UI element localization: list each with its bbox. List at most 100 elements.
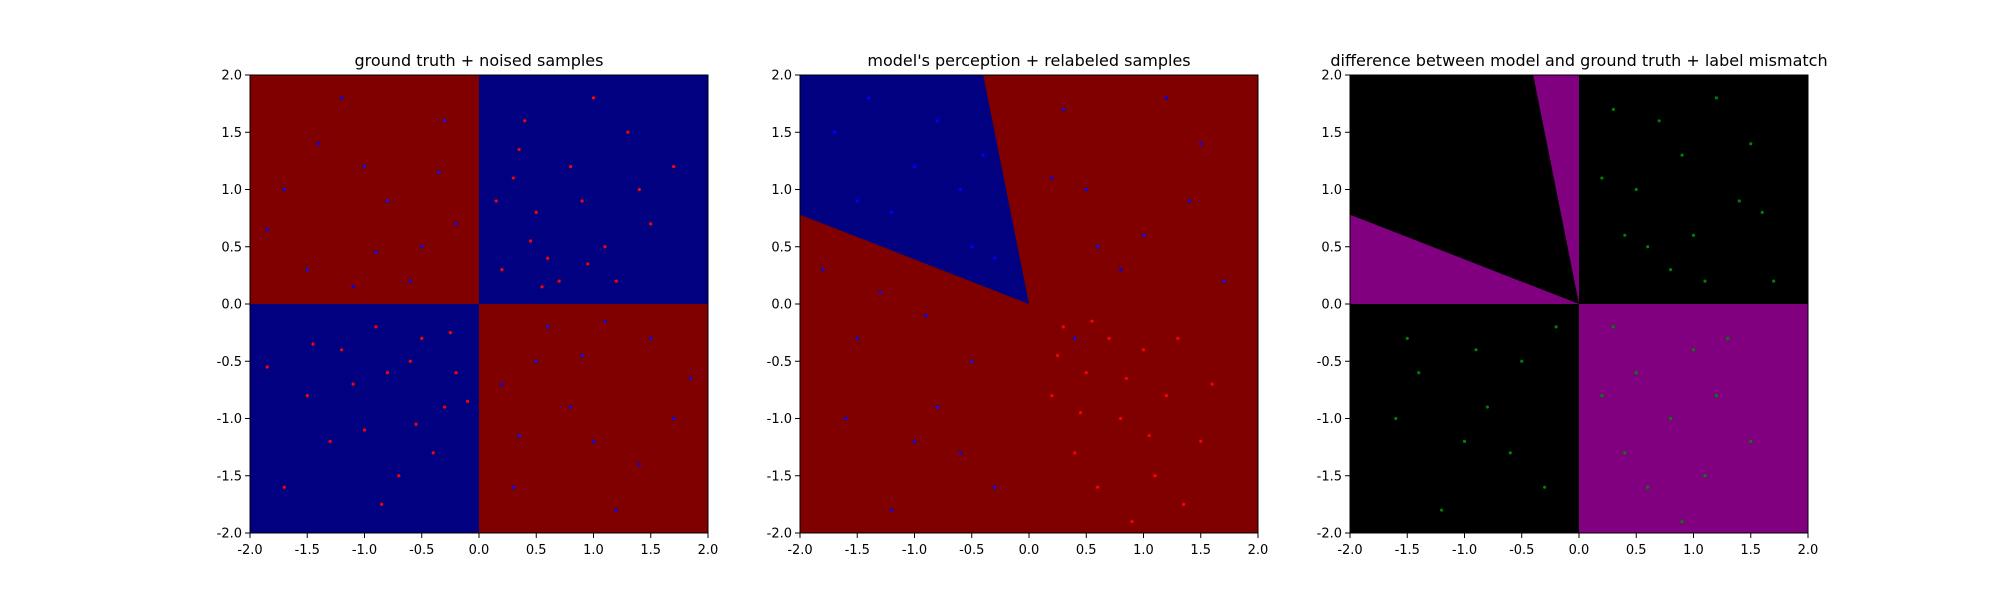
x-tick-label: 2.0 — [698, 543, 719, 558]
data-point — [672, 416, 676, 421]
y-tick-label: -0.5 — [1317, 355, 1342, 370]
data-point — [540, 285, 544, 289]
x-tick-label: 2.0 — [1248, 543, 1269, 558]
data-point — [912, 439, 917, 443]
data-point — [1554, 325, 1558, 329]
data-point — [1772, 279, 1776, 283]
data-point — [1714, 96, 1718, 100]
data-point — [935, 405, 940, 409]
data-point — [1078, 411, 1083, 415]
data-point — [500, 268, 504, 272]
y-tick-label: -0.5 — [767, 355, 792, 370]
data-point — [1508, 451, 1512, 455]
data-point — [1090, 319, 1094, 323]
data-point — [546, 325, 550, 329]
y-tick-label: 1.5 — [771, 126, 792, 141]
data-point — [1623, 451, 1627, 455]
y-tick-label: 1.0 — [771, 183, 792, 198]
data-point — [1600, 176, 1604, 180]
data-point — [420, 245, 424, 249]
data-point — [1061, 107, 1065, 111]
y-tick-label: -1.5 — [1317, 469, 1342, 484]
data-point — [351, 285, 355, 289]
data-point — [546, 256, 550, 260]
data-point — [265, 227, 269, 232]
data-point — [1691, 233, 1696, 237]
data-point — [414, 422, 418, 426]
data-point — [465, 399, 470, 403]
x-tick-label: 0.5 — [1076, 543, 1097, 558]
data-point — [1726, 336, 1730, 340]
data-point — [1394, 416, 1398, 421]
data-point — [586, 262, 590, 266]
data-point — [591, 439, 596, 443]
data-point — [1657, 119, 1661, 123]
data-point — [580, 353, 584, 358]
data-point — [511, 485, 515, 489]
plot-area — [800, 75, 1258, 533]
data-point — [523, 119, 527, 123]
data-point — [282, 485, 286, 489]
data-point — [1164, 394, 1168, 398]
data-point — [1520, 359, 1524, 363]
data-point — [397, 474, 401, 478]
data-point — [591, 96, 596, 100]
y-tick-label: -1.5 — [767, 469, 792, 484]
x-tick-label: 0.5 — [526, 543, 547, 558]
data-point — [1181, 502, 1186, 506]
data-point — [970, 359, 974, 363]
y-tick-label: 0.5 — [1321, 240, 1342, 255]
data-point — [1084, 187, 1088, 192]
data-point — [981, 153, 985, 157]
data-point — [448, 331, 452, 335]
data-point — [1669, 268, 1673, 272]
data-point — [340, 348, 344, 352]
data-point — [1646, 245, 1650, 249]
x-tick-label: 2.0 — [1798, 543, 1819, 558]
x-tick-label: -0.5 — [409, 543, 434, 558]
data-point — [924, 313, 928, 318]
data-point — [385, 199, 389, 203]
data-point — [855, 336, 859, 340]
data-point — [1210, 382, 1214, 386]
data-point — [311, 342, 315, 346]
data-point — [557, 279, 561, 283]
y-tick-label: 2.0 — [221, 69, 242, 84]
y-tick-label: -2.0 — [767, 527, 792, 542]
data-point — [1153, 474, 1157, 478]
data-point — [993, 256, 997, 260]
chart-title: model's perception + relabeled samples — [867, 51, 1190, 70]
data-point — [890, 508, 894, 512]
data-point — [1474, 348, 1478, 352]
region-1 — [250, 75, 479, 304]
data-point — [1714, 394, 1718, 398]
data-point — [1543, 485, 1547, 489]
region-polygon-1 — [1533, 75, 1579, 304]
x-tick-label: -1.5 — [1395, 543, 1420, 558]
data-point — [374, 325, 378, 329]
data-point — [580, 199, 584, 203]
data-point — [1646, 485, 1650, 489]
data-point — [265, 365, 269, 369]
x-tick-label: -0.5 — [959, 543, 984, 558]
data-point — [1691, 348, 1696, 352]
data-point — [672, 165, 676, 169]
series-2 — [1050, 319, 1214, 524]
data-point — [362, 428, 367, 432]
data-point — [1417, 371, 1421, 375]
y-tick-label: -1.0 — [767, 412, 792, 427]
x-tick-label: -1.5 — [295, 543, 320, 558]
series-1 — [821, 96, 1226, 512]
data-point — [878, 290, 882, 295]
x-tick-label: -2.0 — [787, 543, 812, 558]
x-tick-label: 1.0 — [583, 543, 604, 558]
data-point — [1130, 519, 1134, 524]
data-point — [1405, 336, 1409, 340]
plot-area — [1350, 75, 1808, 533]
data-point — [340, 96, 344, 100]
data-point — [603, 319, 607, 323]
data-point — [1680, 153, 1684, 157]
x-tick-label: -1.0 — [1452, 543, 1477, 558]
y-tick-label: -1.0 — [217, 412, 242, 427]
data-point — [1760, 210, 1764, 214]
